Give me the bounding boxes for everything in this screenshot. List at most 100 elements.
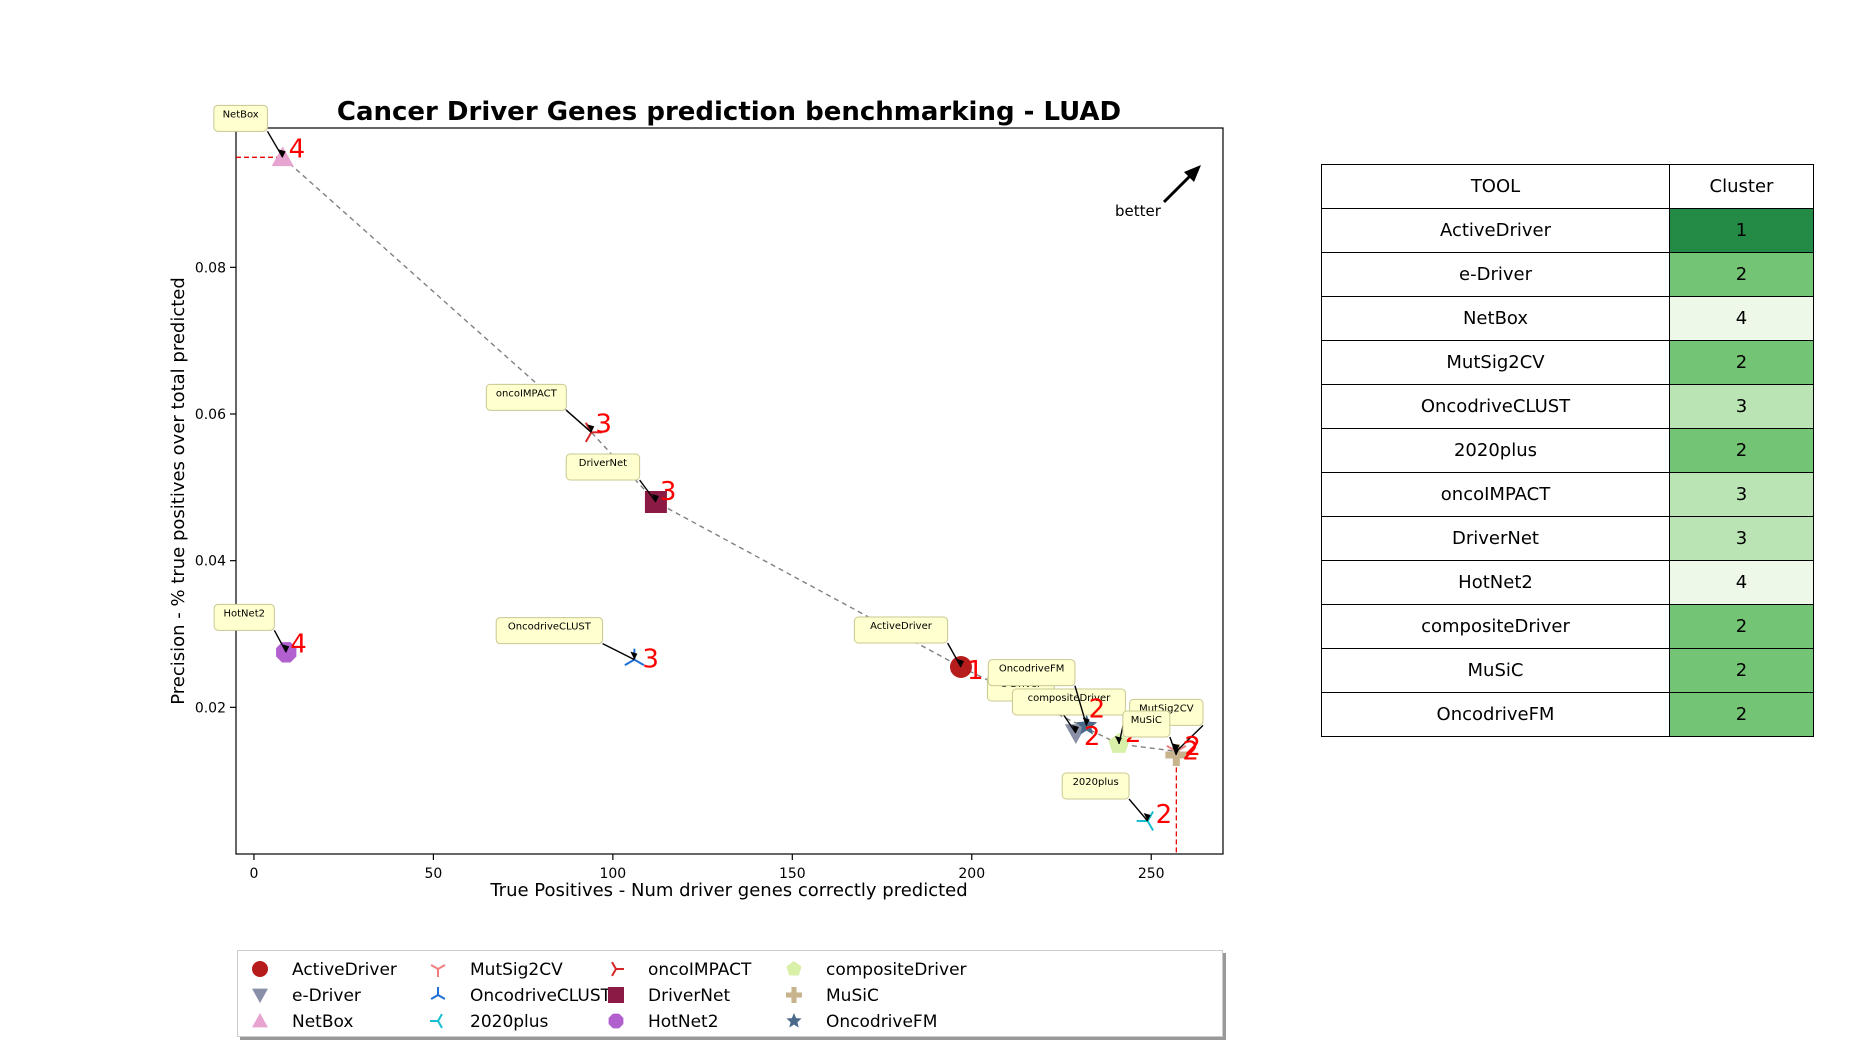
legend-label: MuSiC bbox=[826, 986, 879, 1006]
annotation-arrowhead bbox=[1172, 747, 1180, 755]
annotation-label: OncodriveFM bbox=[999, 664, 1065, 675]
x-tick-label: 100 bbox=[599, 866, 626, 882]
x-tick-label: 200 bbox=[958, 866, 985, 882]
table-cell-cluster: 2 bbox=[1669, 252, 1814, 297]
table-cell-tool: e-Driver bbox=[1321, 252, 1670, 297]
table-cell-cluster: 2 bbox=[1669, 428, 1814, 473]
table-cell-cluster: 3 bbox=[1669, 516, 1814, 561]
cluster-table: TOOL Cluster ActiveDriver 1 e-Driver 2 NetBo… bbox=[1321, 164, 1814, 737]
annotation-box bbox=[213, 104, 268, 132]
table-cell-cluster: 3 bbox=[1669, 384, 1814, 429]
table-body: ActiveDriver 1 e-Driver 2 NetBox 4 MutSig2CV 2 O… bbox=[1321, 208, 1814, 737]
cluster-number-label: 4 bbox=[290, 629, 307, 659]
annotation-arrowhead bbox=[1172, 743, 1180, 752]
x-tick-label: 250 bbox=[1138, 866, 1165, 882]
legend-marker bbox=[611, 961, 624, 977]
header-tool: TOOL bbox=[1321, 164, 1670, 209]
legend-marker bbox=[786, 961, 802, 976]
legend-label: HotNet2 bbox=[648, 1012, 719, 1032]
annotation-arrowhead bbox=[630, 651, 638, 660]
plot-area bbox=[235, 127, 1224, 855]
annotation-box bbox=[495, 617, 604, 645]
guide-lines bbox=[236, 156, 1177, 854]
cluster-number-label: 2 bbox=[1182, 736, 1199, 766]
annotation-box bbox=[1011, 688, 1126, 716]
annotation-arrowhead bbox=[1143, 813, 1151, 821]
cluster-number-label: 1 bbox=[967, 656, 984, 686]
annotation-arrowhead bbox=[1082, 717, 1090, 726]
better-label: better bbox=[1115, 202, 1162, 220]
legend-label: ActiveDriver bbox=[292, 960, 397, 980]
annotation-box bbox=[485, 383, 567, 411]
legend-label: NetBox bbox=[292, 1012, 353, 1032]
chart-title: Cancer Driver Genes prediction benchmark… bbox=[337, 97, 1121, 127]
table-cell-tool: 2020plus bbox=[1321, 428, 1670, 473]
table-cell-cluster: 4 bbox=[1669, 296, 1814, 341]
header-cluster: Cluster bbox=[1669, 164, 1814, 209]
annotation-box bbox=[213, 603, 275, 631]
annotation-arrow bbox=[565, 409, 592, 433]
x-tick-label: 0 bbox=[249, 866, 258, 882]
table-row: oncoIMPACT 3 bbox=[1321, 472, 1814, 517]
annotation-box bbox=[565, 453, 641, 481]
table-row: OncodriveFM 2 bbox=[1321, 692, 1814, 737]
legend-label: OncodriveFM bbox=[826, 1012, 937, 1032]
table-cell-tool: ActiveDriver bbox=[1321, 208, 1670, 253]
table-row: compositeDriver 2 bbox=[1321, 604, 1814, 649]
legend-marker bbox=[786, 987, 802, 1003]
table-cell-tool: MuSiC bbox=[1321, 648, 1670, 693]
legend-marker bbox=[430, 1013, 443, 1029]
annotation-box bbox=[1122, 710, 1171, 738]
point-2020plus bbox=[1136, 810, 1154, 832]
legend-label: DriverNet bbox=[648, 986, 730, 1006]
annotation-arrow bbox=[1128, 798, 1149, 822]
legend-label: MutSig2CV bbox=[470, 960, 563, 980]
table-cell-tool: MutSig2CV bbox=[1321, 340, 1670, 385]
table-cell-tool: HotNet2 bbox=[1321, 560, 1670, 605]
annotation-arrow bbox=[946, 642, 962, 668]
annotation-label: oncoIMPACT bbox=[496, 388, 558, 399]
table-cell-tool: OncodriveCLUST bbox=[1321, 384, 1670, 429]
annotation-arrow bbox=[273, 630, 287, 653]
table-row: MuSiC 2 bbox=[1321, 648, 1814, 693]
table-row: NetBox 4 bbox=[1321, 296, 1814, 341]
annotation-box bbox=[1061, 772, 1130, 800]
y-tick-label: 0.06 bbox=[195, 407, 226, 423]
data-points bbox=[271, 146, 1188, 832]
annotation-arrowhead bbox=[587, 424, 595, 433]
legend-marker bbox=[430, 964, 446, 977]
legend: ActiveDriver e-Driver NetBox MutSig2CV Oncod… bbox=[237, 950, 1223, 1037]
x-tick-label: 150 bbox=[779, 866, 806, 882]
table-cell-cluster: 4 bbox=[1669, 560, 1814, 605]
annotation-arrowhead bbox=[651, 494, 659, 502]
cluster-number-label: 2 bbox=[1084, 722, 1101, 752]
table-row: MutSig2CV 2 bbox=[1321, 340, 1814, 385]
legend-label: OncodriveCLUST bbox=[470, 986, 612, 1006]
legend-marker bbox=[252, 961, 268, 977]
y-axis-ticks: 0.02 0.04 0.06 0.08 bbox=[195, 260, 236, 716]
annotation-label: MutSig2CV bbox=[1139, 703, 1194, 714]
annotation-box bbox=[853, 616, 949, 644]
cluster-number-label: 2 bbox=[1089, 695, 1106, 725]
table-cell-tool: NetBox bbox=[1321, 296, 1670, 341]
table-row: OncodriveCLUST 3 bbox=[1321, 384, 1814, 429]
legend-label: e-Driver bbox=[292, 986, 361, 1006]
legend-marker bbox=[252, 1013, 268, 1028]
annotation-label: compositeDriver bbox=[1028, 693, 1112, 704]
y-tick-label: 0.02 bbox=[195, 700, 226, 716]
annotation-label: HotNet2 bbox=[224, 608, 265, 619]
table-header-row: TOOL Cluster bbox=[1321, 164, 1814, 209]
legend-label: oncoIMPACT bbox=[648, 960, 752, 980]
table-cell-cluster: 2 bbox=[1669, 604, 1814, 649]
annotation-arrowhead bbox=[1071, 725, 1079, 733]
annotation-arrowhead bbox=[278, 149, 286, 158]
x-axis-ticks: 0 50 100 150 200 250 bbox=[249, 854, 1165, 882]
annotation-label: 2020plus bbox=[1073, 777, 1119, 788]
annotation-label: ActiveDriver bbox=[870, 621, 933, 632]
cluster-number-label: 3 bbox=[660, 477, 677, 507]
x-axis-label: True Positives - Num driver genes correc… bbox=[489, 880, 967, 901]
table-row: e-Driver 2 bbox=[1321, 252, 1814, 297]
table-row: 2020plus 2 bbox=[1321, 428, 1814, 473]
table-cell-cluster: 1 bbox=[1669, 208, 1814, 253]
annotation-arrow bbox=[639, 479, 657, 503]
